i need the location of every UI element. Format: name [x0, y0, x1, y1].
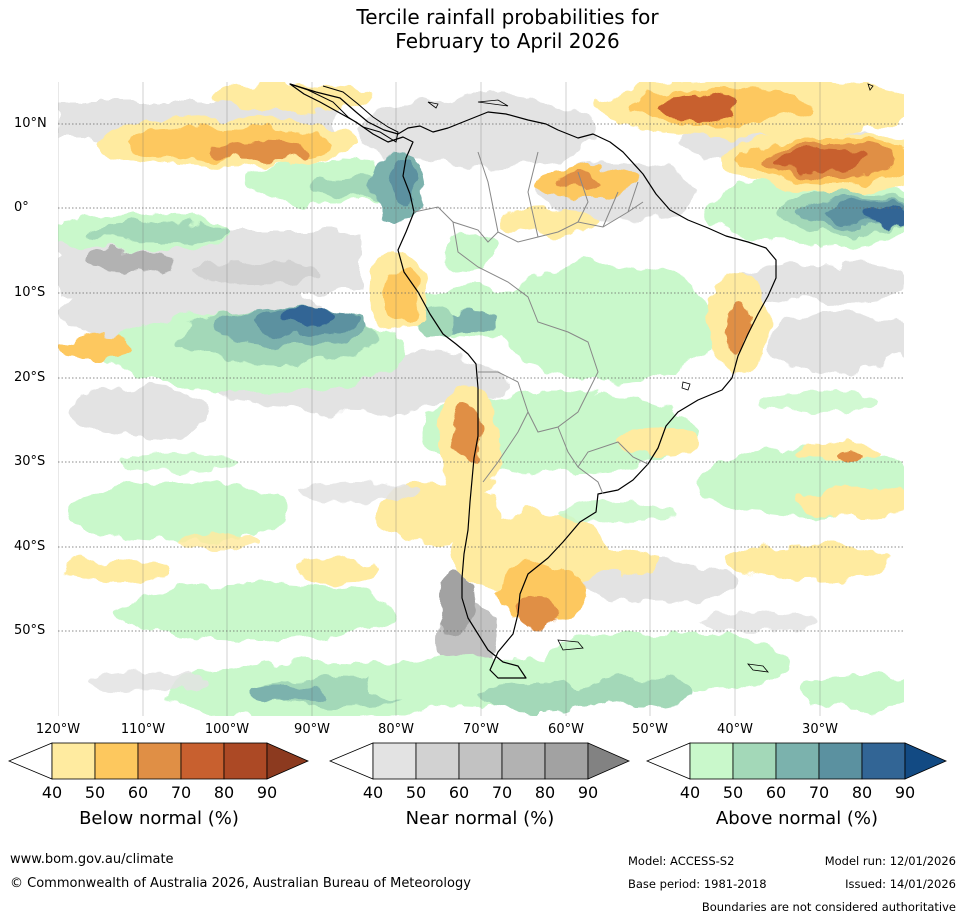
map-title-line1: Tercile rainfall probabilities for: [356, 5, 659, 29]
map-canvas: [58, 82, 904, 716]
colorbar-near-segment: [501, 742, 546, 780]
lon-label-90w: 90°W: [294, 722, 330, 737]
colorbar-above-segment: [646, 742, 691, 780]
colorbar-near-segment: [544, 742, 589, 780]
tick-label: 50: [722, 783, 744, 802]
colorbar-below-title: Below normal (%): [79, 808, 239, 829]
tick-label: 40: [679, 783, 701, 802]
issued-date: Issued: 14/01/2026: [845, 877, 956, 891]
tick-label: 80: [534, 783, 556, 802]
colorbar-below-segment: [51, 742, 96, 780]
central-america-coastline: [289, 83, 399, 143]
boundaries-disclaimer: Boundaries are not considered authoritat…: [701, 900, 956, 914]
lon-label-120w: 120°W: [35, 722, 81, 737]
tick-label: 80: [213, 783, 235, 802]
colorbar-near-segment: [458, 742, 503, 780]
colorbar-below-segment: [180, 742, 225, 780]
islands: [427, 83, 874, 673]
lon-label-60w: 60°W: [548, 722, 584, 737]
colorbar-above-segment: [775, 742, 820, 780]
base-period: Base period: 1981-2018: [628, 877, 767, 891]
colorbar-near-segment: [372, 742, 417, 780]
tick-label: 70: [808, 783, 830, 802]
tick-label: 60: [448, 783, 470, 802]
country-borders: [413, 151, 649, 495]
tick-label: 70: [491, 783, 513, 802]
tick-label: 40: [41, 783, 63, 802]
colorbar-near-title: Near normal (%): [405, 808, 555, 829]
lon-label-70w: 70°W: [463, 722, 499, 737]
colorbar-below-segment: [223, 742, 268, 780]
tick-label: 90: [256, 783, 278, 802]
colorbar-above-segment: [732, 742, 777, 780]
colorbar-near-segment: [415, 742, 460, 780]
colorbar-near-segment: [329, 742, 374, 780]
lon-label-30w: 30°W: [802, 722, 838, 737]
lon-label-80w: 80°W: [378, 722, 414, 737]
tick-label: 80: [851, 783, 873, 802]
colorbar-above-segment: [689, 742, 734, 780]
colorbar-below-segment: [94, 742, 139, 780]
map-title: Tercile rainfall probabilities for Febru…: [0, 5, 965, 53]
tick-label: 40: [362, 783, 384, 802]
copyright-text: © Commonwealth of Australia 2026, Austra…: [10, 876, 471, 891]
lat-label-0: 0°: [14, 200, 29, 215]
lon-label-110w: 110°W: [120, 722, 166, 737]
colorbar-above-title: Above normal (%): [715, 808, 879, 829]
website-link[interactable]: www.bom.gov.au/climate: [10, 852, 174, 867]
colorbar-above-segment: [861, 742, 906, 780]
lat-label-40s: 40°S: [14, 539, 46, 554]
tick-label: 60: [127, 783, 149, 802]
probability-map[interactable]: [58, 82, 904, 716]
colorbar-above-segment: [904, 742, 947, 780]
tick-label: 90: [894, 783, 916, 802]
colorbar-below-segment: [137, 742, 182, 780]
model-run-date: Model run: 12/01/2026: [824, 854, 956, 868]
colorbar-above-segment: [818, 742, 863, 780]
colorbar-above: [646, 742, 947, 780]
meridians: [58, 82, 821, 716]
colorbar-below-segment: [266, 742, 309, 780]
lon-label-40w: 40°W: [717, 722, 753, 737]
lat-label-10n: 10°N: [14, 116, 47, 131]
colorbar-below-segment: [8, 742, 53, 780]
south-america-coastline: [289, 83, 777, 679]
lon-label-50w: 50°W: [632, 722, 668, 737]
lon-label-100w: 100°W: [204, 722, 250, 737]
lat-label-20s: 20°S: [14, 370, 46, 385]
probability-field: [58, 82, 904, 716]
lat-label-10s: 10°S: [14, 285, 46, 300]
model-name: Model: ACCESS-S2: [628, 854, 735, 868]
graticule: [58, 123, 904, 632]
lat-label-30s: 30°S: [14, 454, 46, 469]
lat-label-50s: 50°S: [14, 623, 46, 638]
colorbar-near: [329, 742, 630, 780]
tick-label: 90: [577, 783, 599, 802]
map-title-line2: February to April 2026: [395, 29, 620, 53]
tick-label: 50: [405, 783, 427, 802]
tick-label: 60: [765, 783, 787, 802]
colorbar-below: [8, 742, 309, 780]
colorbar-near-segment: [587, 742, 630, 780]
tick-label: 50: [84, 783, 106, 802]
tick-label: 70: [170, 783, 192, 802]
